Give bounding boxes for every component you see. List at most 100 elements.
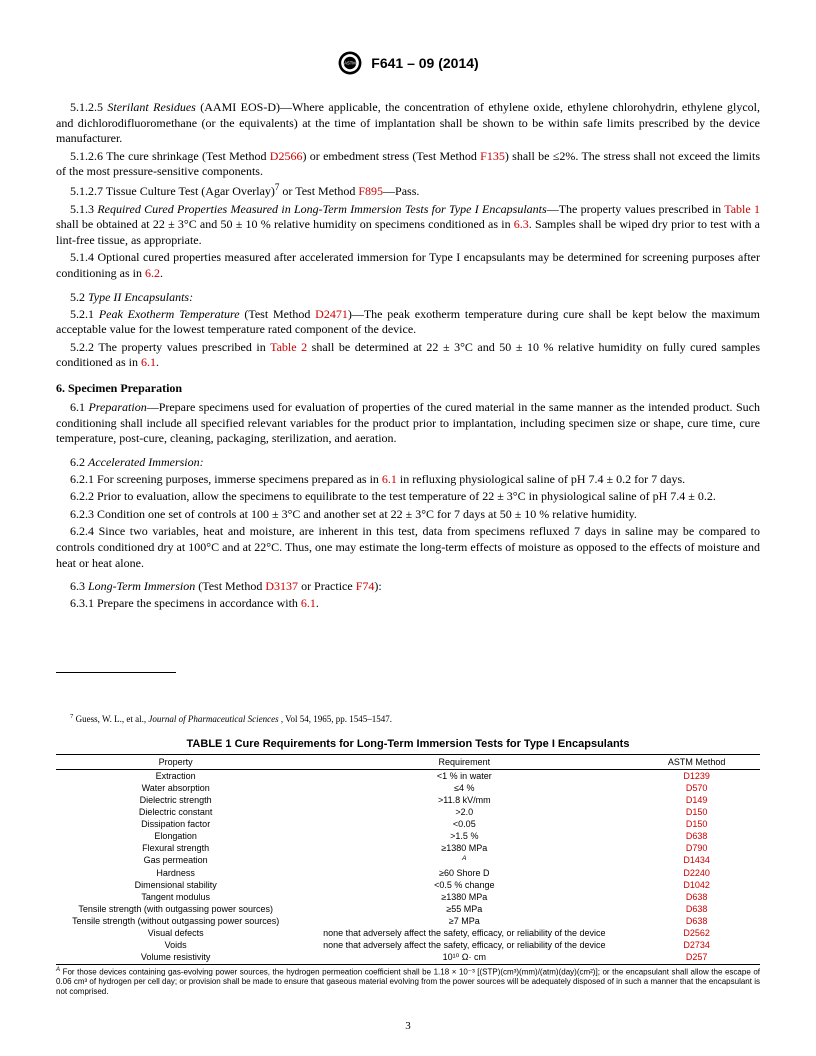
text-c: ): (374, 579, 381, 593)
cell-requirement: A (295, 854, 633, 867)
method-link[interactable]: D1434 (683, 855, 710, 865)
link-6-3[interactable]: 6.3 (514, 217, 529, 231)
table-row: Tensile strength (with outgassing power … (56, 903, 760, 915)
cell-method[interactable]: D149 (633, 794, 760, 806)
cell-requirement: <1 % in water (295, 769, 633, 782)
cell-property: Volume resistivity (56, 951, 295, 965)
cell-requirement: >2.0 (295, 806, 633, 818)
text-b: or Test Method (279, 184, 358, 198)
cell-method[interactable]: D150 (633, 818, 760, 830)
footnote-b: , Vol 54, 1965, pp. 1545–1547. (279, 714, 392, 724)
cell-property: Tensile strength (with outgassing power … (56, 903, 295, 915)
text-a: The cure shrinkage (Test Method (103, 149, 270, 163)
method-link[interactable]: D150 (686, 807, 708, 817)
para-6-2-1: 6.2.1 For screening purposes, immerse sp… (56, 472, 760, 488)
cell-property: Extraction (56, 769, 295, 782)
table-row: Elongation>1.5 %D638 (56, 830, 760, 842)
method-link[interactable]: D149 (686, 795, 708, 805)
text-a: Since two variables, heat and moisture, … (56, 524, 760, 569)
cell-method[interactable]: D2734 (633, 939, 760, 951)
table-col-requirement: Requirement (295, 754, 633, 769)
table-row: Hardness≥60 Shore DD2240 (56, 867, 760, 879)
table-row: Water absorption≤4 %D570 (56, 782, 760, 794)
clause-paren: (AAMI EOS-D)— (196, 100, 292, 114)
footnote-a: Guess, W. L., et al., (73, 714, 148, 724)
clause-head: Accelerated Immersion: (88, 455, 204, 469)
clause-num: 5.2 (70, 290, 85, 304)
cell-method[interactable]: D638 (633, 915, 760, 927)
cell-property: Dielectric constant (56, 806, 295, 818)
method-link[interactable]: D1042 (683, 880, 710, 890)
cell-method[interactable]: D1434 (633, 854, 760, 867)
method-link[interactable]: D638 (686, 916, 708, 926)
text-a: Tissue Culture Test (Agar Overlay) (103, 184, 275, 198)
link-6-1a[interactable]: 6.1 (141, 355, 156, 369)
link-f895[interactable]: F895 (358, 184, 383, 198)
method-link[interactable]: D638 (686, 892, 708, 902)
text-a: Prior to evaluation, allow the specimens… (94, 489, 716, 503)
method-link[interactable]: D150 (686, 819, 708, 829)
text-b: shall be obtained at 22 ± 3°C and 50 ± 1… (56, 217, 514, 231)
method-link[interactable]: D570 (686, 783, 708, 793)
para-6-3-1: 6.3.1 Prepare the specimens in accordanc… (56, 596, 760, 612)
text-b: ) or embedment stress (Test Method (302, 149, 480, 163)
link-d2566[interactable]: D2566 (270, 149, 303, 163)
footnote-7: 7 Guess, W. L., et al., Journal of Pharm… (56, 713, 760, 724)
text-a: (Test Method (240, 307, 316, 321)
text-c: —Pass. (383, 184, 419, 198)
clause-num: 5.1.2.5 (70, 100, 103, 114)
clause-num: 5.2.1 (70, 307, 94, 321)
cell-method[interactable]: D570 (633, 782, 760, 794)
cell-method[interactable]: D150 (633, 806, 760, 818)
table-row: Flexural strength≥1380 MPaD790 (56, 842, 760, 854)
cell-method[interactable]: D1042 (633, 879, 760, 891)
cell-method[interactable]: D1239 (633, 769, 760, 782)
cell-method[interactable]: D790 (633, 842, 760, 854)
link-6-2[interactable]: 6.2 (145, 266, 160, 280)
heading-6-3: 6.3 Long-Term Immersion (Test Method D31… (56, 579, 760, 594)
method-link[interactable]: D257 (686, 952, 708, 962)
method-link[interactable]: D638 (686, 831, 708, 841)
para-5-1-2-5: 5.1.2.5 Sterilant Residues (AAMI EOS-D)—… (56, 100, 760, 147)
text-a: —Prepare specimens used for evaluation o… (56, 400, 760, 445)
cell-requirement: <0.05 (295, 818, 633, 830)
table-col-method: ASTM Method (633, 754, 760, 769)
clause-num: 6.1 (70, 400, 85, 414)
link-6-1c[interactable]: 6.1 (301, 596, 316, 610)
cell-property: Dielectric strength (56, 794, 295, 806)
method-link[interactable]: D790 (686, 843, 708, 853)
table-row: Tangent modulus≥1380 MPaD638 (56, 891, 760, 903)
link-d3137[interactable]: D3137 (265, 579, 298, 593)
para-5-1-3: 5.1.3 Required Cured Properties Measured… (56, 202, 760, 249)
method-link[interactable]: D2734 (683, 940, 710, 950)
cell-method[interactable]: D257 (633, 951, 760, 965)
method-link[interactable]: D2562 (683, 928, 710, 938)
method-link[interactable]: D638 (686, 904, 708, 914)
para-5-2-2: 5.2.2 The property values prescribed in … (56, 340, 760, 371)
clause-head: Peak Exotherm Temperature (99, 307, 240, 321)
para-5-1-2-6: 5.1.2.6 The cure shrinkage (Test Method … (56, 149, 760, 180)
link-table2[interactable]: Table 2 (270, 340, 307, 354)
para-5-1-4: 5.1.4 Optional cured properties measured… (56, 250, 760, 281)
cell-requirement: ≥1380 MPa (295, 842, 633, 854)
method-link[interactable]: D1239 (683, 771, 710, 781)
cell-method[interactable]: D638 (633, 903, 760, 915)
cell-method[interactable]: D638 (633, 891, 760, 903)
cell-requirement: none that adversely affect the safety, e… (295, 927, 633, 939)
cell-method[interactable]: D2562 (633, 927, 760, 939)
cell-method[interactable]: D638 (633, 830, 760, 842)
text-b: or Practice (298, 579, 356, 593)
cell-method[interactable]: D2240 (633, 867, 760, 879)
table-row: Gas permeationAD1434 (56, 854, 760, 867)
heading-5-2: 5.2 Type II Encapsulants: (56, 290, 760, 305)
table-row: Dimensional stability<0.5 % changeD1042 (56, 879, 760, 891)
link-f74[interactable]: F74 (356, 579, 375, 593)
link-d2471[interactable]: D2471 (315, 307, 348, 321)
link-table1[interactable]: Table 1 (724, 202, 760, 216)
method-link[interactable]: D2240 (683, 868, 710, 878)
link-f135[interactable]: F135 (480, 149, 505, 163)
link-6-1b[interactable]: 6.1 (382, 472, 397, 486)
text-a: —The property values prescribed in (547, 202, 725, 216)
cell-property: Elongation (56, 830, 295, 842)
clause-num: 6.2 (70, 455, 85, 469)
